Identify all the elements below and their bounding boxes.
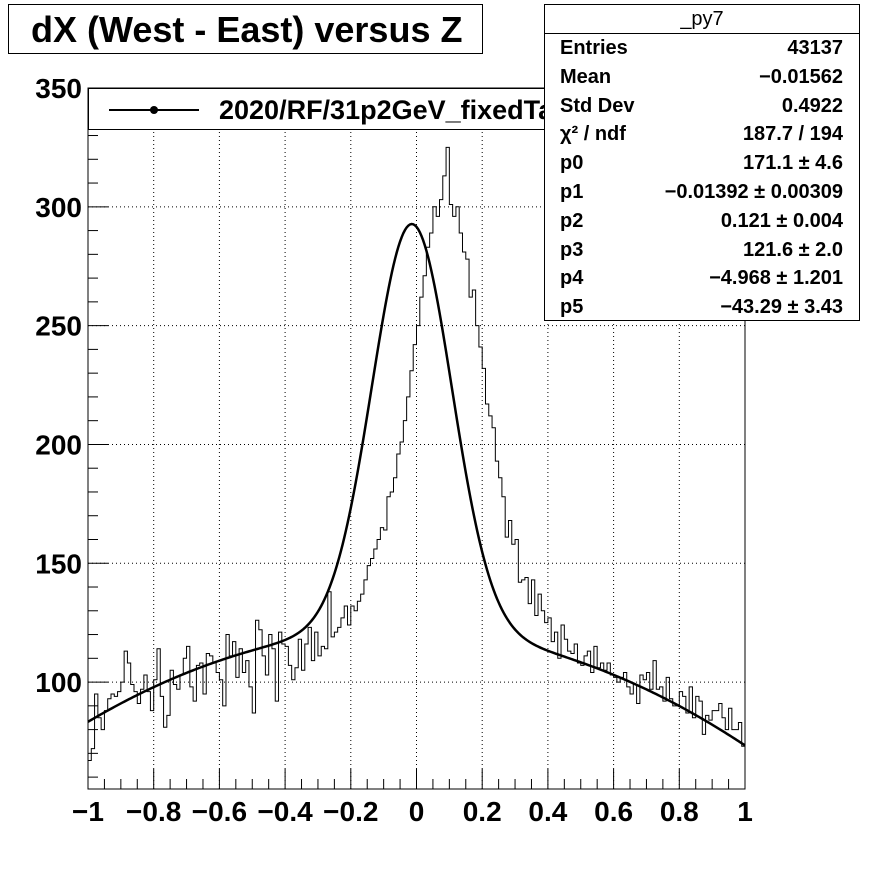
y-tick-label: 150 [35, 548, 82, 579]
stats-value: 171.1 ± 4.6 [743, 152, 843, 175]
stats-row: χ² / ndf 187.7 / 194 [545, 120, 859, 149]
y-tick-labels: 100 150 200 250 300 350 [35, 73, 82, 698]
stats-box: _py7 Entries 43137 Mean −0.01562 Std Dev 0.… [544, 4, 860, 321]
x-tick-label: 1 [737, 796, 753, 827]
stats-key: Mean [560, 65, 612, 88]
axis-ticks [87, 87, 746, 789]
stats-value: 0.121 ± 0.004 [720, 209, 843, 232]
stats-value: −43.29 ± 3.43 [720, 296, 843, 319]
histogram-line [88, 146, 745, 761]
stats-row: Entries 43137 [545, 34, 859, 63]
stats-value: −0.01392 ± 0.00309 [664, 180, 843, 203]
stats-row: p4 −4.968 ± 1.201 [545, 264, 859, 293]
x-tick-labels: −1 −0.8 −0.6 −0.4 −0.2 0 0.2 0.4 0.6 0.8 1 [72, 796, 753, 827]
x-tick-label: 0.8 [660, 796, 699, 827]
x-tick-label: 0 [409, 796, 425, 827]
stats-key: χ² / ndf [560, 123, 626, 146]
y-tick-label: 300 [35, 192, 82, 223]
y-tick-label: 250 [35, 311, 82, 342]
stats-key: p5 [560, 296, 584, 319]
histogram-series [88, 146, 745, 761]
stats-value: −4.968 ± 1.201 [709, 267, 843, 290]
x-tick-label: −0.6 [192, 796, 247, 827]
legend-label: 2020/RF/31p2GeV_fixedTarget [219, 95, 605, 125]
stats-value: 43137 [787, 37, 843, 59]
stats-row: p3 121.6 ± 2.0 [545, 236, 859, 265]
stats-row: Std Dev 0.4922 [545, 92, 859, 121]
stats-key: Entries [560, 37, 628, 59]
stats-row: p5 −43.29 ± 3.43 [545, 293, 859, 322]
fit-curve [87, 222, 746, 747]
stats-value: −0.01562 [759, 65, 843, 88]
stats-value: 121.6 ± 2.0 [743, 238, 843, 261]
stats-key: p1 [560, 180, 584, 203]
stats-row: p0 171.1 ± 4.6 [545, 149, 859, 178]
stats-name: _py7 [545, 5, 859, 34]
stats-row: p1 −0.01392 ± 0.00309 [545, 178, 859, 207]
legend: 2020/RF/31p2GeV_fixedTarget [88, 88, 613, 130]
stats-key: Std Dev [560, 94, 635, 117]
x-tick-label: −0.2 [323, 796, 378, 827]
x-tick-label: −1 [72, 796, 104, 827]
fit-curve-series [87, 222, 746, 747]
x-tick-label: 0.4 [528, 796, 567, 827]
stats-key: p4 [560, 267, 584, 290]
stats-key: p2 [560, 209, 584, 232]
stats-value: 187.7 / 194 [742, 123, 843, 146]
stats-row: p2 0.121 ± 0.004 [545, 207, 859, 236]
chart-title: dX (West - East) versus Z [31, 9, 463, 50]
stats-key: p3 [560, 238, 584, 261]
legend-marker-icon [150, 106, 158, 114]
y-tick-label: 200 [35, 429, 82, 460]
stats-row: Mean −0.01562 [545, 63, 859, 92]
x-tick-label: 0.6 [594, 796, 633, 827]
x-tick-label: −0.4 [257, 796, 313, 827]
y-tick-label: 350 [35, 73, 82, 104]
y-tick-label: 100 [35, 667, 82, 698]
x-tick-label: 0.2 [463, 796, 502, 827]
stats-value: 0.4922 [781, 94, 843, 117]
stats-key: p0 [560, 152, 584, 175]
x-tick-label: −0.8 [126, 796, 181, 827]
title-box: dX (West - East) versus Z [8, 4, 483, 54]
